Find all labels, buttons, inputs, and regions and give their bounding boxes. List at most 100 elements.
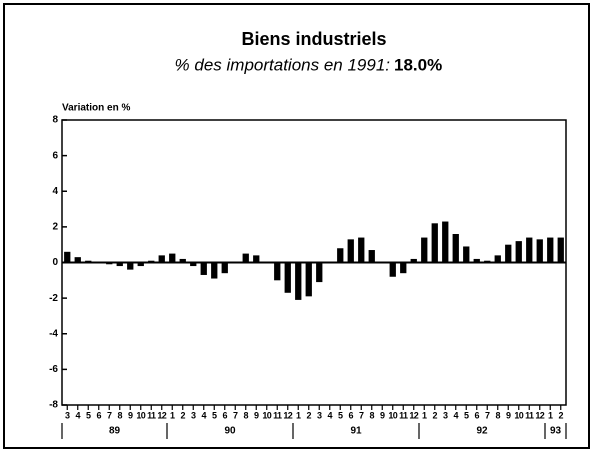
- bar: [557, 237, 564, 263]
- frame: [3, 3, 590, 449]
- bar: [494, 255, 501, 263]
- bar: [484, 260, 491, 263]
- bar: [74, 257, 81, 263]
- x-tick-label: 11: [273, 410, 282, 420]
- x-tick-label: 9: [380, 410, 385, 420]
- x-tick-label: 2: [433, 410, 438, 420]
- bar: [463, 246, 470, 263]
- x-tick-label: 5: [86, 410, 91, 420]
- bar: [452, 234, 459, 263]
- year-label: 90: [224, 426, 236, 437]
- bar: [431, 223, 438, 263]
- bar: [148, 260, 155, 263]
- x-tick-label: 6: [223, 410, 228, 420]
- bar: [442, 221, 449, 263]
- bar: [473, 258, 480, 263]
- bar: [505, 244, 512, 263]
- bar: [221, 262, 228, 274]
- x-tick-label: 8: [244, 410, 249, 420]
- bar: [410, 258, 417, 263]
- bar: [337, 248, 344, 263]
- bar: [368, 250, 375, 263]
- x-tick-label: 6: [97, 410, 102, 420]
- chart-subtitle: % des importations en 1991:: [175, 55, 391, 74]
- bar: [158, 255, 165, 263]
- x-tick-label: 1: [548, 410, 553, 420]
- x-tick-label: 2: [181, 410, 186, 420]
- bar: [389, 262, 396, 277]
- chart-title: Biens industriels: [241, 29, 386, 49]
- bar: [316, 262, 323, 283]
- x-tick-label: 6: [349, 410, 354, 420]
- subtitle-value: 18.0%: [394, 55, 442, 74]
- x-tick-label: 8: [118, 410, 123, 420]
- bar: [400, 262, 407, 274]
- x-tick-label: 10: [388, 410, 397, 420]
- bar: [347, 239, 354, 263]
- bar: [547, 237, 554, 263]
- x-tick-label: 9: [506, 410, 511, 420]
- x-tick-label: 6: [475, 410, 480, 420]
- x-tick-label: 10: [262, 410, 271, 420]
- x-tick-label: 5: [212, 410, 217, 420]
- x-tick-label: 12: [157, 410, 166, 420]
- x-tick-label: 10: [514, 410, 523, 420]
- x-tick-label: 5: [464, 410, 469, 420]
- x-tick-label: 9: [128, 410, 133, 420]
- x-tick-label: 10: [136, 410, 145, 420]
- x-tick-label: 7: [485, 410, 490, 420]
- y-tick-label: 8: [52, 115, 58, 126]
- bar: [515, 241, 522, 263]
- bar: [536, 239, 543, 263]
- x-tick-label: 4: [328, 410, 333, 420]
- x-tick-label: 7: [233, 410, 238, 420]
- y-tick-label: -2: [49, 293, 58, 304]
- bar: [116, 262, 123, 267]
- x-tick-label: 7: [107, 410, 112, 420]
- x-tick-label: 4: [454, 410, 459, 420]
- bar: [179, 258, 186, 263]
- x-tick-label: 4: [202, 410, 207, 420]
- bar: [284, 262, 291, 293]
- y-tick-label: 6: [52, 150, 58, 161]
- x-tick-label: 12: [283, 410, 292, 420]
- bar: [526, 237, 533, 263]
- bar: [200, 262, 207, 275]
- bar: [242, 253, 249, 263]
- x-tick-label: 8: [370, 410, 375, 420]
- bar: [137, 262, 144, 267]
- x-tick-label: 8: [496, 410, 501, 420]
- y-tick-label: 4: [52, 186, 58, 197]
- x-tick-label: 3: [317, 410, 322, 420]
- y-axis-label: Variation en %: [62, 103, 130, 114]
- bar: [106, 262, 113, 265]
- x-tick-label: 11: [399, 410, 408, 420]
- bar: [211, 262, 218, 279]
- bar: [169, 253, 176, 263]
- bar: [85, 260, 92, 263]
- year-label: 89: [109, 426, 121, 437]
- year-label: 92: [476, 426, 488, 437]
- y-tick-label: -8: [49, 400, 58, 411]
- year-label: 93: [550, 426, 562, 437]
- bar: [95, 261, 102, 263]
- bar: [421, 237, 428, 263]
- x-tick-label: 5: [338, 410, 343, 420]
- y-tick-label: -6: [49, 364, 58, 375]
- bar: [274, 262, 281, 281]
- x-tick-label: 3: [65, 410, 70, 420]
- x-tick-label: 4: [76, 410, 81, 420]
- y-tick-label: 0: [52, 257, 58, 268]
- bar: [358, 237, 365, 263]
- bar: [127, 262, 134, 270]
- x-tick-label: 1: [170, 410, 175, 420]
- bar: [295, 262, 302, 300]
- x-tick-label: 2: [307, 410, 312, 420]
- x-tick-label: 11: [525, 410, 534, 420]
- x-tick-label: 11: [147, 410, 156, 420]
- x-tick-label: 9: [254, 410, 259, 420]
- x-tick-label: 1: [422, 410, 427, 420]
- bar: [305, 262, 312, 297]
- x-tick-label: 12: [535, 410, 544, 420]
